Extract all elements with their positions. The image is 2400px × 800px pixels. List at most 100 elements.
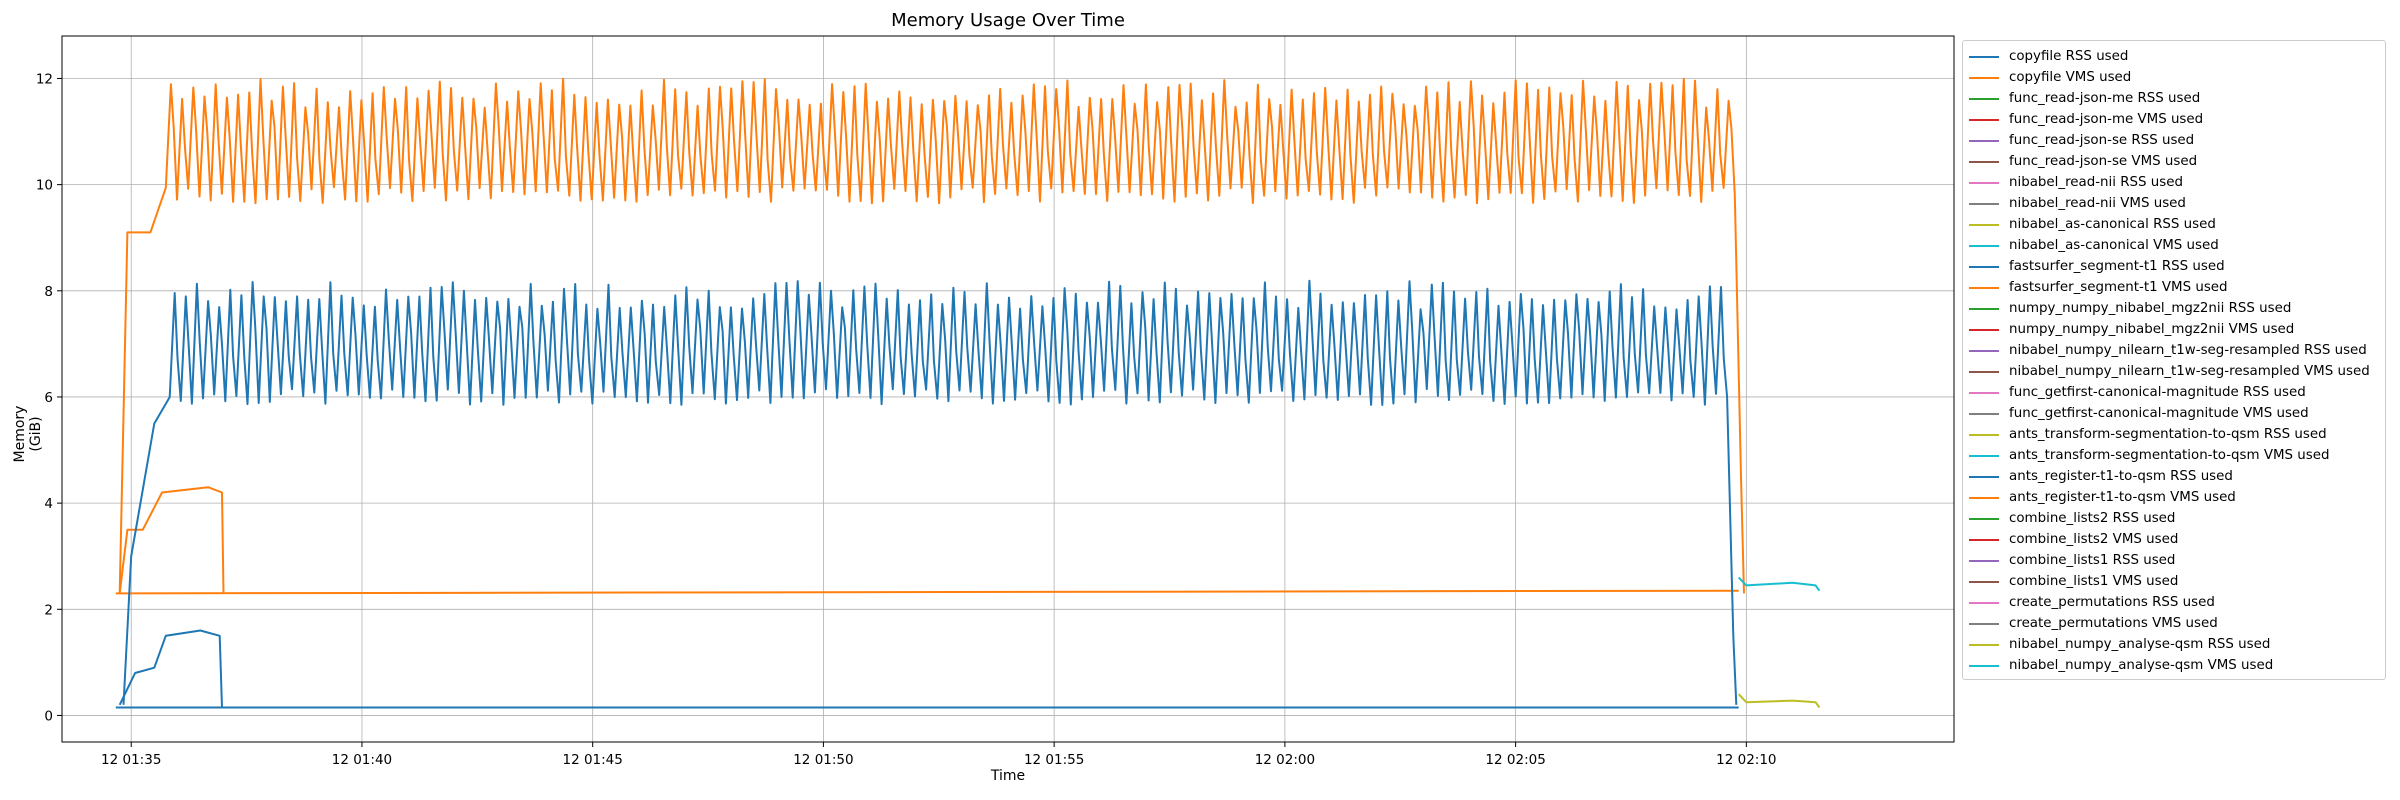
legend: copyfile RSS used copyfile VMS used func_r… [1962, 40, 2386, 680]
legend-label: fastsurfer_segment-t1 RSS used [2009, 259, 2225, 274]
legend-swatch [1969, 601, 1999, 604]
legend-label: nibabel_numpy_nilearn_t1w-seg-resampled … [2009, 364, 2370, 379]
legend-label: ants_transform-segmentation-to-qsm RSS u… [2009, 427, 2327, 442]
legend-label: func_read-json-se RSS used [2009, 133, 2195, 148]
x-tick-label: 12 01:45 [562, 752, 622, 768]
legend-label: func_read-json-me RSS used [2009, 91, 2201, 106]
legend-swatch [1969, 118, 1999, 121]
legend-item: nibabel_read-nii VMS used [1969, 193, 2379, 214]
legend-label: nibabel_read-nii RSS used [2009, 175, 2183, 190]
legend-label: func_read-json-me VMS used [2009, 112, 2204, 127]
legend-swatch [1969, 265, 1999, 268]
legend-label: combine_lists1 RSS used [2009, 553, 2176, 568]
legend-label: fastsurfer_segment-t1 VMS used [2009, 280, 2228, 295]
legend-item: func_read-json-me RSS used [1969, 88, 2379, 109]
legend-swatch [1969, 223, 1999, 226]
legend-swatch [1969, 160, 1999, 163]
legend-label: combine_lists1 VMS used [2009, 574, 2179, 589]
legend-item: nibabel_numpy_analyse-qsm VMS used [1969, 655, 2379, 676]
x-tick-label: 12 01:40 [332, 752, 392, 768]
legend-swatch [1969, 391, 1999, 394]
legend-label: nibabel_as-canonical VMS used [2009, 238, 2219, 253]
legend-item: nibabel_numpy_analyse-qsm RSS used [1969, 634, 2379, 655]
legend-item: numpy_numpy_nibabel_mgz2nii VMS used [1969, 319, 2379, 340]
legend-item: func_read-json-se VMS used [1969, 151, 2379, 172]
legend-swatch [1969, 244, 1999, 247]
legend-item: combine_lists1 RSS used [1969, 550, 2379, 571]
legend-swatch [1969, 643, 1999, 646]
plot-frame [61, 35, 1955, 743]
series-line [115, 589, 1739, 595]
legend-item: copyfile VMS used [1969, 67, 2379, 88]
legend-item: numpy_numpy_nibabel_mgz2nii RSS used [1969, 298, 2379, 319]
legend-item: fastsurfer_segment-t1 RSS used [1969, 256, 2379, 277]
legend-swatch [1969, 454, 1999, 457]
legend-swatch [1969, 370, 1999, 373]
legend-swatch [1969, 538, 1999, 541]
legend-label: create_permutations RSS used [2009, 595, 2215, 610]
legend-swatch [1969, 664, 1999, 667]
legend-swatch [1969, 328, 1999, 331]
x-tick-label: 12 02:05 [1485, 752, 1545, 768]
legend-item: func_read-json-me VMS used [1969, 109, 2379, 130]
series-line [118, 486, 225, 594]
legend-item: fastsurfer_segment-t1 VMS used [1969, 277, 2379, 298]
legend-item: ants_transform-segmentation-to-qsm RSS u… [1969, 424, 2379, 445]
legend-swatch [1969, 412, 1999, 415]
legend-item: ants_register-t1-to-qsm RSS used [1969, 466, 2379, 487]
legend-swatch [1969, 580, 1999, 583]
legend-item: create_permutations RSS used [1969, 592, 2379, 613]
legend-label: nibabel_numpy_analyse-qsm VMS used [2009, 658, 2274, 673]
x-tick-label: 12 01:50 [793, 752, 853, 768]
legend-swatch [1969, 496, 1999, 499]
legend-swatch [1969, 202, 1999, 205]
legend-item: ants_transform-segmentation-to-qsm VMS u… [1969, 445, 2379, 466]
legend-label: func_read-json-se VMS used [2009, 154, 2198, 169]
legend-swatch [1969, 517, 1999, 520]
legend-label: combine_lists2 RSS used [2009, 511, 2176, 526]
legend-label: combine_lists2 VMS used [2009, 532, 2179, 547]
legend-label: nibabel_numpy_nilearn_t1w-seg-resampled … [2009, 343, 2367, 358]
legend-label: nibabel_as-canonical RSS used [2009, 217, 2216, 232]
legend-item: create_permutations VMS used [1969, 613, 2379, 634]
legend-label: copyfile RSS used [2009, 49, 2129, 64]
y-tick-label: 2 [44, 602, 53, 618]
legend-swatch [1969, 433, 1999, 436]
legend-label: ants_transform-segmentation-to-qsm VMS u… [2009, 448, 2330, 463]
legend-item: func_getfirst-canonical-magnitude VMS us… [1969, 403, 2379, 424]
y-tick-label: 6 [44, 390, 53, 406]
legend-label: ants_register-t1-to-qsm VMS used [2009, 490, 2236, 505]
legend-label: numpy_numpy_nibabel_mgz2nii RSS used [2009, 301, 2292, 316]
legend-item: combine_lists2 RSS used [1969, 508, 2379, 529]
legend-label: nibabel_numpy_analyse-qsm RSS used [2009, 637, 2271, 652]
legend-swatch [1969, 307, 1999, 310]
chart-title: Memory Usage Over Time [891, 10, 1125, 31]
y-tick-label: 4 [44, 496, 53, 512]
legend-item: ants_register-t1-to-qsm VMS used [1969, 487, 2379, 508]
y-tick-label: 12 [36, 71, 53, 87]
series-line [1737, 693, 1821, 709]
y-tick-label: 0 [44, 708, 53, 724]
series-line [118, 629, 223, 708]
y-axis-label: Memory (GiB) [12, 405, 44, 463]
legend-label: nibabel_read-nii VMS used [2009, 196, 2186, 211]
legend-label: func_getfirst-canonical-magnitude VMS us… [2009, 406, 2309, 421]
legend-item: combine_lists2 VMS used [1969, 529, 2379, 550]
legend-swatch [1969, 286, 1999, 289]
legend-swatch [1969, 475, 1999, 478]
legend-item: copyfile RSS used [1969, 46, 2379, 67]
legend-label: ants_register-t1-to-qsm RSS used [2009, 469, 2233, 484]
x-tick-label: 12 02:10 [1716, 752, 1776, 768]
legend-swatch [1969, 139, 1999, 142]
y-tick-label: 10 [36, 178, 53, 194]
legend-label: numpy_numpy_nibabel_mgz2nii VMS used [2009, 322, 2295, 337]
series-line [122, 279, 1738, 705]
legend-item: func_getfirst-canonical-magnitude RSS us… [1969, 382, 2379, 403]
legend-swatch [1969, 181, 1999, 184]
legend-swatch [1969, 559, 1999, 562]
legend-swatch [1969, 76, 1999, 79]
legend-item: func_read-json-se RSS used [1969, 130, 2379, 151]
legend-label: func_getfirst-canonical-magnitude RSS us… [2009, 385, 2306, 400]
